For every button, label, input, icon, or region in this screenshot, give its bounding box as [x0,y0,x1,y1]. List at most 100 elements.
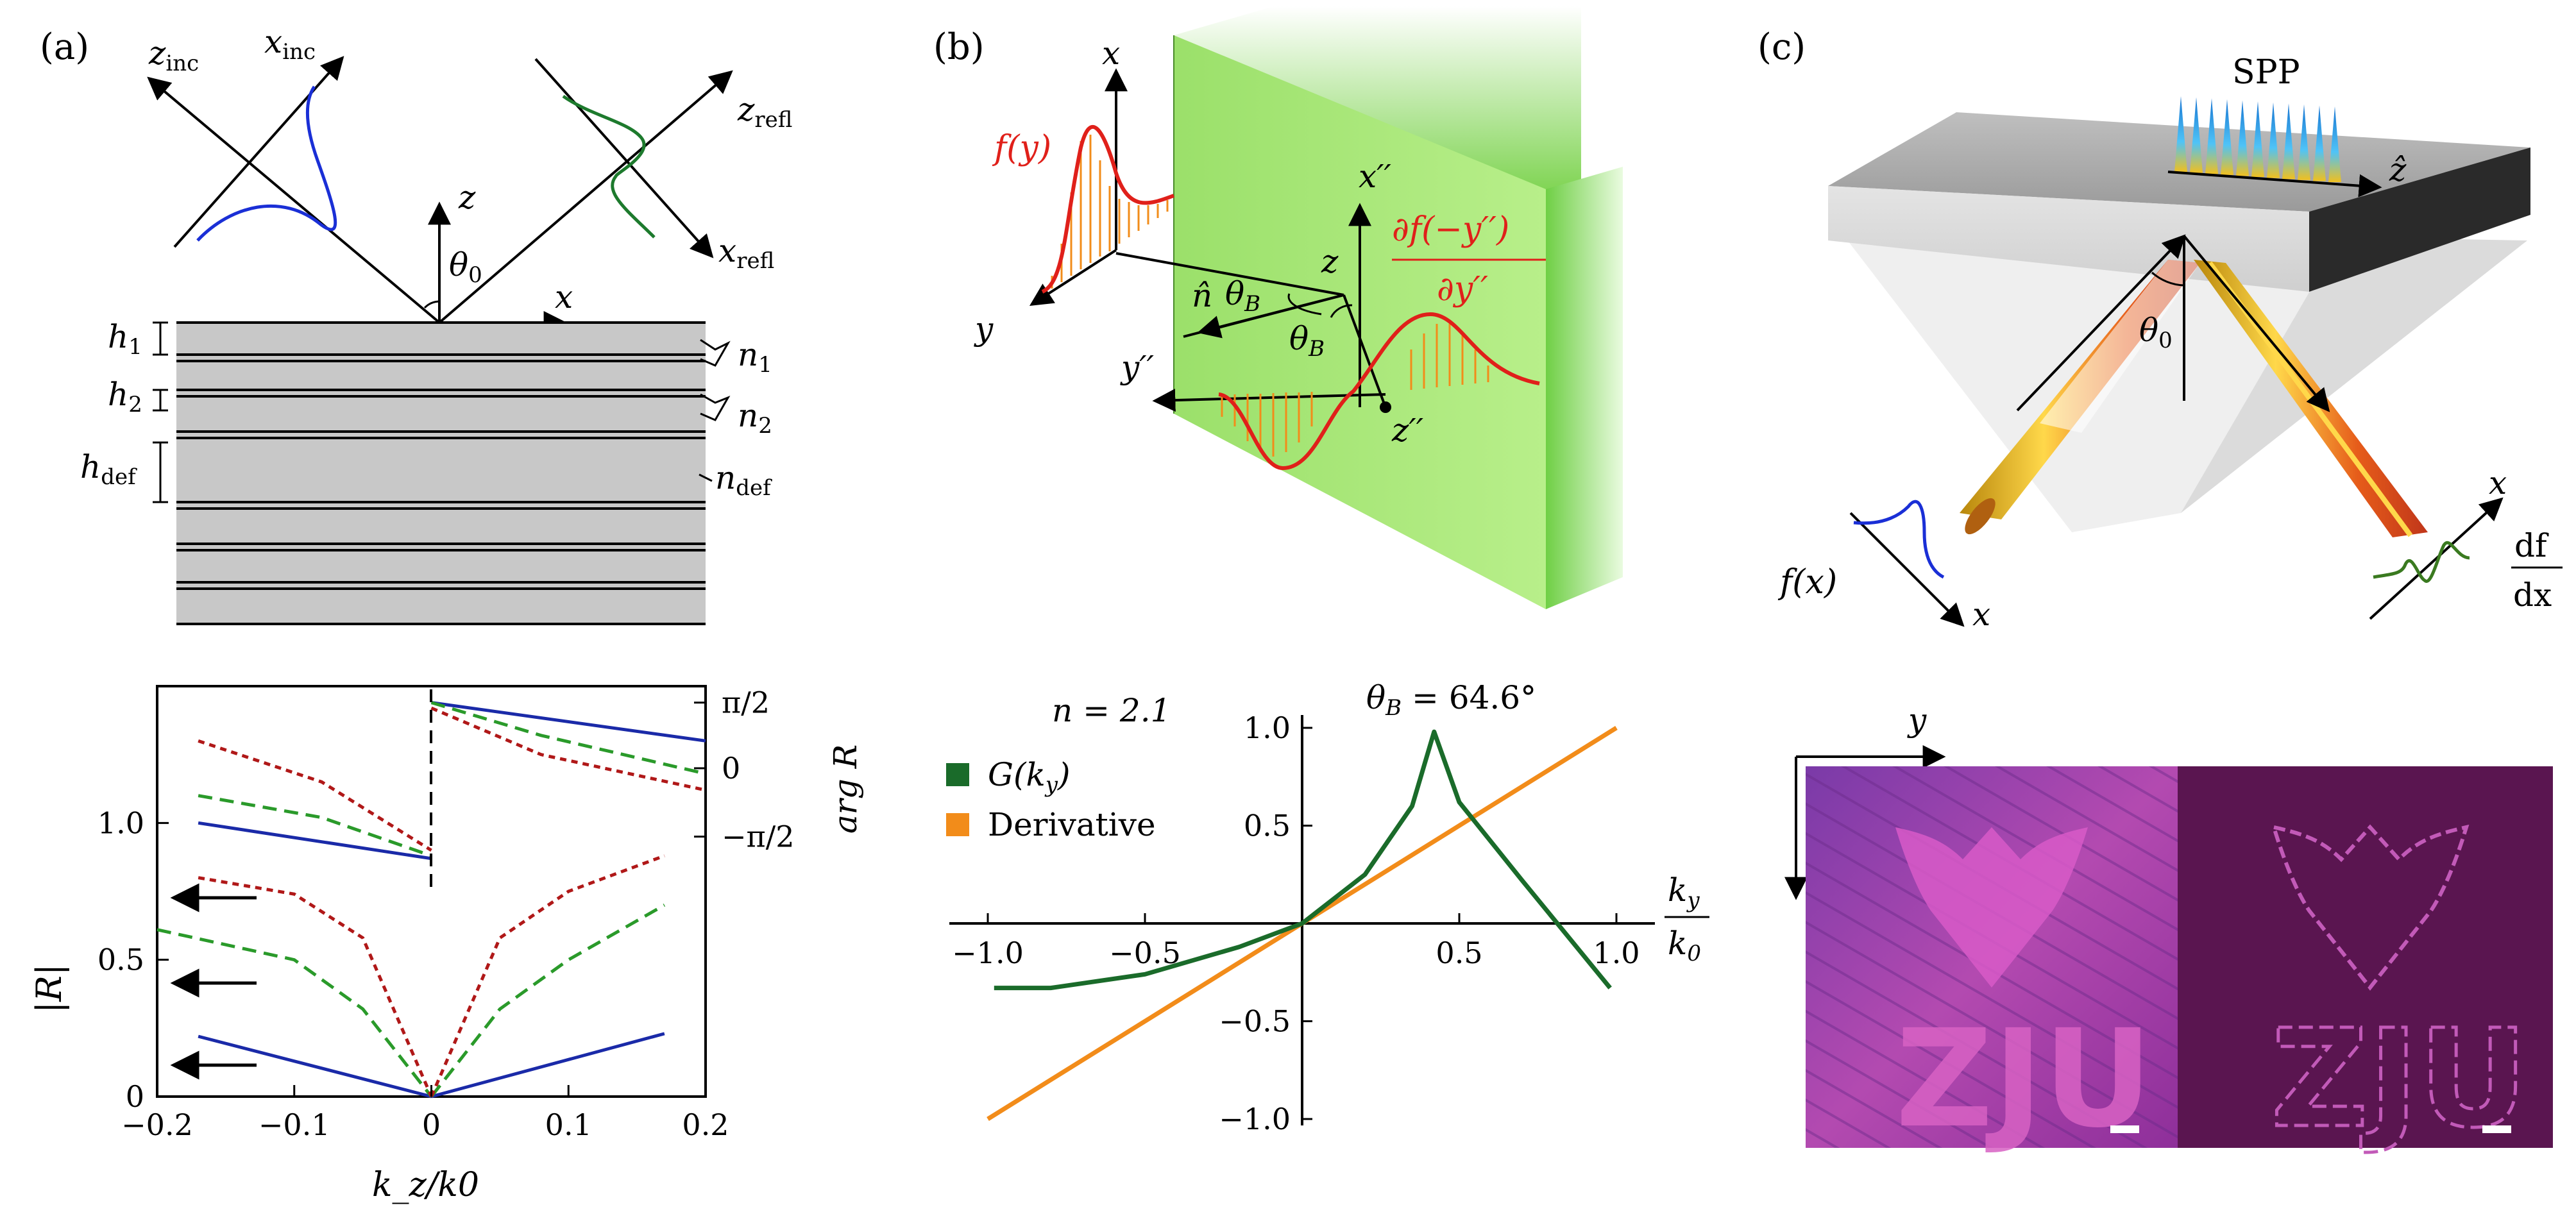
fy-label: f(y) [992,129,1051,167]
dx-label: dx [2513,577,2552,614]
legend-swatch-derivative [946,813,969,836]
a-ytick-label-1: 0.5 [97,943,144,977]
svg-text:G(ky): G(ky) [988,756,1070,798]
b-xlabel-den: k [1668,925,1687,962]
b-ytick-label-0: 1.0 [1244,711,1291,745]
panel-c: (c) SPP ẑ θ0 f(x) x x df dx [1758,26,2563,633]
a-xtick-label-0: −0.2 [121,1107,193,1142]
panel-a-label: (a) [40,26,89,68]
panel-b: (b) x y f(y) [933,6,1623,609]
b-x-label: x [1102,35,1120,72]
output-emblem [2271,824,2470,991]
c-x-left-label: x [1972,596,1990,633]
n2-label: n [738,397,758,434]
legend-swatch-G [946,763,969,786]
thetaB-chart-value: = 64.6° [1402,679,1536,716]
svg-text:θB = 64.6°: θB = 64.6° [1366,679,1536,721]
incident-beam-fade [2040,260,2200,433]
phase-curve-2 [198,794,432,857]
c-incident-ray [2016,234,2186,412]
panel-c-images: y ZJU ZJU [1784,702,2553,1159]
spp-peak-2 [2205,98,2218,174]
panel-a-chart-series [157,701,706,1098]
b-xtick-label-3: 1.0 [1593,936,1640,970]
b-ytick-label-2: −0.5 [1219,1004,1291,1039]
derivative-profile [1218,312,1540,471]
panel-b-ticks: −1.0 −0.5 0.5 1.0 1.0 0.5 −0.5 −1.0 [952,711,1640,1136]
c-img-y-label: y [1907,702,1927,739]
b-xlabel-num-sub: y [1686,888,1700,913]
a-ytick-right-label-0: π/2 [722,686,770,720]
n1-label: n [738,336,758,373]
b-z-axis [1343,294,1387,408]
phase-curve-4 [198,739,432,852]
svg-text:hdef: hdef [80,448,137,490]
c-theta-sub: 0 [2158,328,2173,353]
panel-a-ticks: 0 0.5 1.0 π/2 0 −π/2 −0.2 −0.1 0 0.1 0.2 [97,686,795,1142]
panel-a-chart-frame [156,685,707,1098]
series-dashed-green-right [430,904,666,1098]
svg-text:θ0: θ0 [2139,312,2173,353]
spp-peak-7 [2282,103,2295,180]
b-y-label: y [974,310,994,348]
panel-b-chart-series [987,726,1618,1121]
c-output-axis [2369,497,2504,620]
n1-sub: 1 [758,352,772,378]
thetaB-chart-sub: B [1385,695,1402,721]
h2-label: h [108,376,128,413]
hdef-sub: def [101,464,137,490]
output-scalebar [2482,1125,2511,1133]
input-image: ZJU [1806,766,2178,1157]
svg-text:xrefl: xrefl [718,232,774,274]
panel-b-chart: −1.0 −0.5 0.5 1.0 1.0 0.5 −0.5 −1.0 n = 2.1 θB … [946,679,1709,1136]
incident-beam-end [1965,498,1996,535]
spp-peak-3 [2221,99,2233,175]
panel-a: (a) zinc xinc zrefl xrefl z x θ0 [40,23,792,625]
z-inc-sub: inc [165,51,199,76]
normal-z-label: z [458,179,476,216]
b-z2-label: z′′ [1391,412,1424,449]
ndef-sub: def [736,475,772,501]
series-solid-blue-left [198,1034,432,1098]
b-normal [1197,294,1344,339]
legend-tail-G: ) [1057,756,1071,793]
reflected-beam-x-axis [534,58,714,258]
green-slab-side [1546,167,1623,609]
phase-curve-1 [431,701,706,743]
spp-peak-5 [2251,101,2264,177]
series-dotted-red-right [430,854,665,1097]
theta0-arc [423,300,440,309]
ndef-label: n [715,459,736,496]
output-image: ZJU [2178,766,2553,1159]
metal-slab-side [2309,147,2530,292]
svg-text:h1: h1 [108,318,142,360]
svg-text:n1: n1 [738,336,772,378]
b-ytick-label-1: 0.5 [1244,809,1291,843]
surface-x-label: x [555,278,573,316]
b-xtick-label-2: 0.5 [1436,936,1482,970]
a-ytick-label-2: 1.0 [97,805,144,840]
b-y2-label: y′′ [1120,349,1155,386]
thetaB-sub-2: B [1308,336,1325,362]
b-xlabel-den-sub: 0 [1687,941,1701,966]
b-z-label: z [1321,243,1339,280]
panel-b-label: (b) [933,26,985,68]
svg-text:k0: k0 [1668,925,1701,966]
thetaB-label-2: θ [1289,320,1309,357]
input-field-hatches [1051,135,1169,289]
b-thetaB-arc-1 [1287,293,1322,316]
z-refl-label: z [737,91,755,128]
a-xtick-label-1: −0.1 [258,1107,330,1142]
b-xtick-label-1: −0.5 [1109,936,1181,970]
input-gaussian [1041,124,1175,294]
reflected-ray-z-axis [438,70,733,324]
thetaB-label-1: θ [1225,275,1244,312]
panel-a-xlabel: k_z/k0 [372,1166,479,1204]
input-scalebar [2110,1125,2139,1133]
spp-peak-8 [2298,104,2310,180]
spp-peak-6 [2267,102,2280,178]
series-solid-blue-right [430,1032,665,1098]
df-label: df [2514,527,2549,564]
legend-sub-G: y [1044,772,1058,798]
b-ray-in [1115,252,1344,296]
